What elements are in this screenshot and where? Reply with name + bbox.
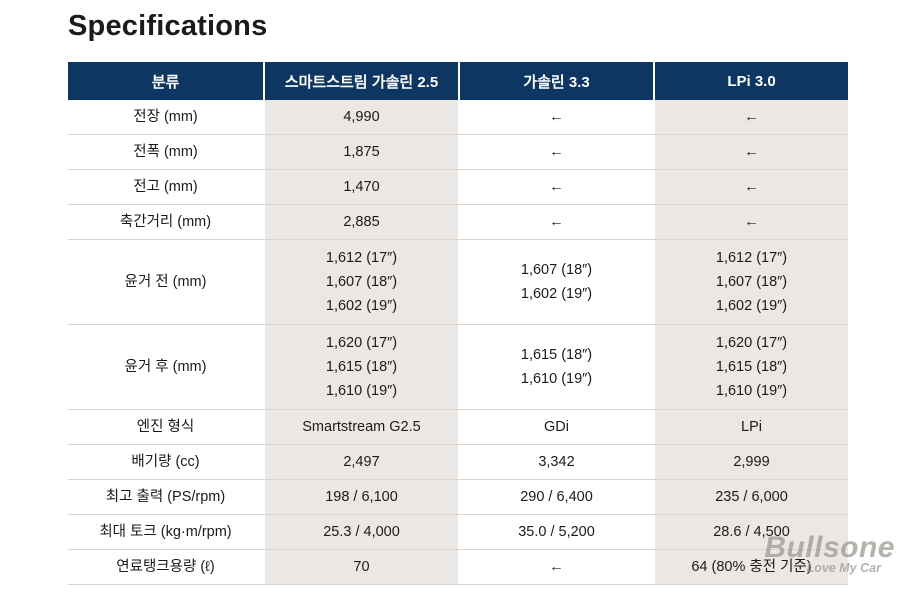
value-line: 1,615 (18″) (715, 359, 788, 375)
value-cell: 64 (80% 충전 기준) (653, 550, 848, 584)
value-line: 1,602 (19″) (520, 286, 593, 302)
table-row: 윤거 전 (mm) 1,612 (17″) 1,607 (18″) 1,602 (19… (68, 240, 848, 325)
row-label-cell: 축간거리 (mm) (68, 205, 263, 239)
table-row: 엔진 형식 Smartstream G2.5 GDi LPi (68, 410, 848, 445)
specifications-table: 분류 스마트스트림 가솔린 2.5 가솔린 3.3 LPi 3.0 전장 (mm) 4,… (68, 62, 848, 585)
table-row: 배기량 (cc) 2,497 3,342 2,999 (68, 445, 848, 480)
column-header: 스마트스트림 가솔린 2.5 (263, 62, 458, 100)
value-line: 1,607 (18″) (520, 262, 593, 278)
column-header: 분류 (68, 62, 263, 100)
table-row: 축간거리 (mm) 2,885 ← ← (68, 205, 848, 240)
value-line: 1,610 (19″) (325, 383, 398, 399)
value-line: 1,602 (19″) (325, 298, 398, 314)
value-cell: 235 / 6,000 (653, 480, 848, 514)
value-cell: 1,612 (17″) 1,607 (18″) 1,602 (19″) (653, 240, 848, 324)
value-line: 1,620 (17″) (325, 335, 398, 351)
value-cell: 1,607 (18″) 1,602 (19″) (458, 240, 653, 324)
column-header: LPi 3.0 (653, 62, 848, 100)
value-cell: 3,342 (458, 445, 653, 479)
value-cell: 2,885 (263, 205, 458, 239)
table-row: 최대 토크 (kg·m/rpm) 25.3 / 4,000 35.0 / 5,200… (68, 515, 848, 550)
value-cell: 1,620 (17″) 1,615 (18″) 1,610 (19″) (263, 325, 458, 409)
value-cell: 1,615 (18″) 1,610 (19″) (458, 325, 653, 409)
row-label-cell: 최대 토크 (kg·m/rpm) (68, 515, 263, 549)
value-cell: ← (653, 170, 848, 204)
row-label-cell: 최고 출력 (PS/rpm) (68, 480, 263, 514)
value-line: 1,620 (17″) (715, 335, 788, 351)
value-line: 1,615 (18″) (325, 359, 398, 375)
value-cell: Smartstream G2.5 (263, 410, 458, 444)
value-cell: 28.6 / 4,500 (653, 515, 848, 549)
value-line: 1,610 (19″) (520, 371, 593, 387)
value-cell: 1,612 (17″) 1,607 (18″) 1,602 (19″) (263, 240, 458, 324)
value-cell: 1,620 (17″) 1,615 (18″) 1,610 (19″) (653, 325, 848, 409)
value-cell: 35.0 / 5,200 (458, 515, 653, 549)
value-line: 1,607 (18″) (325, 274, 398, 290)
value-cell: 4,990 (263, 100, 458, 134)
value-cell: ← (653, 135, 848, 169)
value-cell: ← (458, 550, 653, 584)
value-cell: ← (458, 170, 653, 204)
value-cell: ← (458, 135, 653, 169)
table-row: 전폭 (mm) 1,875 ← ← (68, 135, 848, 170)
table-header-row: 분류 스마트스트림 가솔린 2.5 가솔린 3.3 LPi 3.0 (68, 62, 848, 100)
value-line: 1,607 (18″) (715, 274, 788, 290)
value-cell: 1,875 (263, 135, 458, 169)
row-label-cell: 전폭 (mm) (68, 135, 263, 169)
row-label-cell: 엔진 형식 (68, 410, 263, 444)
value-cell: 70 (263, 550, 458, 584)
table-row: 전고 (mm) 1,470 ← ← (68, 170, 848, 205)
column-header: 가솔린 3.3 (458, 62, 653, 100)
value-cell: 290 / 6,400 (458, 480, 653, 514)
value-cell: ← (458, 100, 653, 134)
row-label-cell: 전고 (mm) (68, 170, 263, 204)
table-row: 연료탱크용량 (ℓ) 70 ← 64 (80% 충전 기준) (68, 550, 848, 585)
row-label-cell: 윤거 전 (mm) (68, 240, 263, 324)
value-line: 1,612 (17″) (325, 250, 398, 266)
value-line: 1,615 (18″) (520, 347, 593, 363)
table-row: 전장 (mm) 4,990 ← ← (68, 100, 848, 135)
row-label-cell: 전장 (mm) (68, 100, 263, 134)
value-cell: 25.3 / 4,000 (263, 515, 458, 549)
value-cell: 2,497 (263, 445, 458, 479)
value-line: 1,602 (19″) (715, 298, 788, 314)
value-cell: ← (458, 205, 653, 239)
table-row: 윤거 후 (mm) 1,620 (17″) 1,615 (18″) 1,610 (19… (68, 325, 848, 410)
value-line: 1,612 (17″) (715, 250, 788, 266)
value-cell: ← (653, 205, 848, 239)
value-cell: 1,470 (263, 170, 458, 204)
page-title: Specifications (68, 10, 268, 42)
row-label-cell: 배기량 (cc) (68, 445, 263, 479)
value-cell: 198 / 6,100 (263, 480, 458, 514)
value-cell: GDi (458, 410, 653, 444)
row-label-cell: 윤거 후 (mm) (68, 325, 263, 409)
value-cell: LPi (653, 410, 848, 444)
row-label-cell: 연료탱크용량 (ℓ) (68, 550, 263, 584)
table-body: 전장 (mm) 4,990 ← ← 전폭 (mm) 1,875 ← ← 전고 (mm) 1,470… (68, 100, 848, 585)
value-cell: 2,999 (653, 445, 848, 479)
value-cell: ← (653, 100, 848, 134)
value-line: 1,610 (19″) (715, 383, 788, 399)
table-row: 최고 출력 (PS/rpm) 198 / 6,100 290 / 6,400 235 … (68, 480, 848, 515)
